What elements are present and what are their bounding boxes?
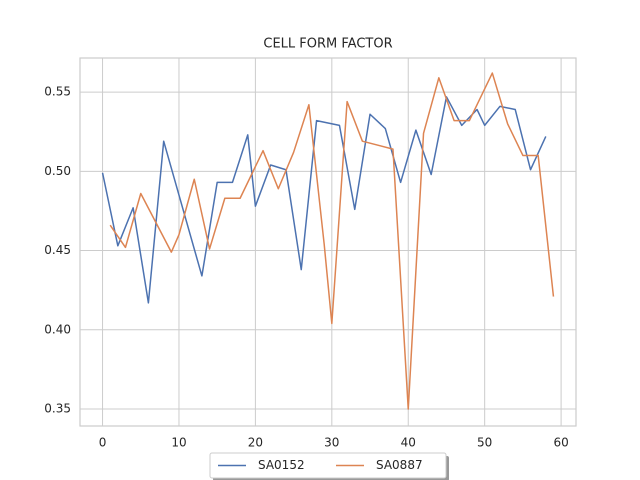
x-tick-label: 30 xyxy=(324,436,339,450)
series-line xyxy=(101,96,547,304)
x-tick-label: 50 xyxy=(477,436,492,450)
x-tick-label: 40 xyxy=(401,436,416,450)
chart-title: CELL FORM FACTOR xyxy=(263,37,392,52)
y-tick-label: 0.40 xyxy=(44,322,71,336)
y-tick-label: 0.45 xyxy=(44,243,71,257)
series-line xyxy=(109,72,555,410)
legend-label: SA0152 xyxy=(258,458,305,472)
x-tick-label: 20 xyxy=(248,436,263,450)
legend-box xyxy=(209,452,447,479)
legend: SA0152 SA0887 xyxy=(209,452,449,480)
plot-frame xyxy=(79,57,577,427)
y-tick-label: 0.35 xyxy=(44,402,71,416)
y-tick-label: 0.50 xyxy=(44,164,71,178)
legend-label: SA0887 xyxy=(376,458,423,472)
x-tick-label: 0 xyxy=(99,436,107,450)
x-tick-label: 60 xyxy=(553,436,568,450)
x-tick-label: 10 xyxy=(171,436,186,450)
y-tick-label: 0.55 xyxy=(44,85,71,99)
